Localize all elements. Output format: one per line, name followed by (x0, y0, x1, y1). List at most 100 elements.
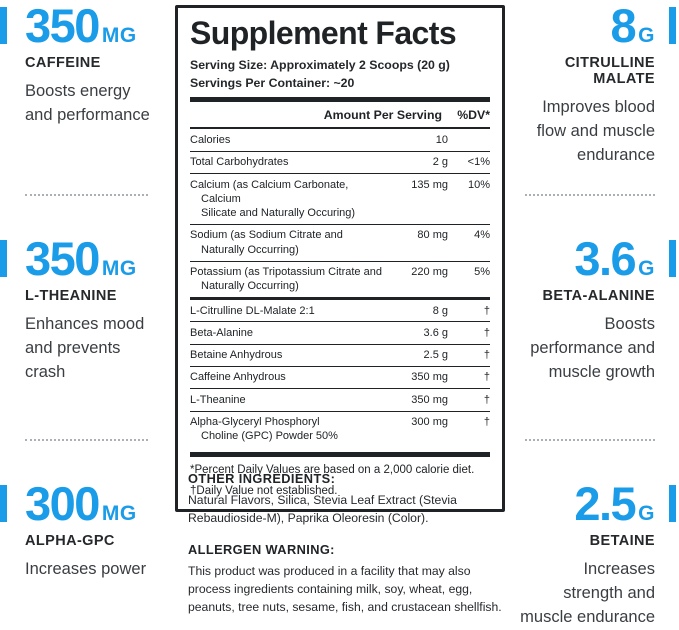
stat-value-row: 8 G (505, 2, 676, 49)
stat-unit: MG (101, 24, 137, 47)
nutrient-amount: 2 g (432, 156, 448, 169)
supplement-row: L-Citrulline DL-Malate 2:1 8 g † (190, 300, 490, 323)
dagger-footnote: †Daily Value not established. (190, 485, 338, 498)
stat-block: 2.5 G BETAINE Increases strength and mus… (505, 439, 679, 626)
stat-description: Improves blood flow and muscle endurance (536, 98, 655, 164)
stat-value-row: 350 MG (0, 0, 175, 52)
nutrient-dv: <1% (467, 156, 490, 169)
accent-bar (669, 485, 676, 522)
other-ingredients-block: OTHER INGREDIENTS: Natural Flavors, Sili… (188, 471, 522, 527)
servings-per-container: Servings Per Container: ~20 (190, 75, 355, 90)
nutrient-dv: † (483, 416, 490, 429)
nutrient-name: Calcium (as Calcium Carbonate, Calcium S… (190, 178, 356, 220)
left-stat-column: 350 MG CAFFEINE Boosts energy and perfor… (0, 0, 175, 610)
supplement-row: Calcium (as Calcium Carbonate, Calcium S… (190, 174, 490, 225)
other-ingredients-text: Natural Flavors, Silica, Stevia Leaf Ext… (188, 493, 457, 525)
nutrient-dv: † (483, 304, 490, 317)
accent-bar (669, 7, 676, 44)
dotted-divider (525, 194, 655, 196)
nutrient-amount: 2.5 g (423, 349, 448, 362)
supplement-row: Beta-Alanine 3.6 g † (190, 322, 490, 345)
nutrient-amount: 80 mg (417, 229, 448, 242)
allergen-warning-block: ALLERGEN WARNING: This product was produ… (188, 542, 522, 616)
supplement-row: Caffeine Anhydrous 350 mg † (190, 367, 490, 390)
nutrient-name: Total Carbohydrates (190, 156, 289, 169)
stat-description: Increases strength and muscle endurance (520, 560, 655, 626)
accent-bar (0, 7, 7, 44)
accent-bar (0, 485, 7, 522)
stat-description: Increases power (25, 560, 147, 578)
facts-table-header: Amount Per Serving %DV* (190, 102, 490, 127)
dv-header: %DV* (457, 107, 490, 122)
supplement-facts-panel: Supplement Facts Serving Size: Approxima… (175, 5, 505, 512)
allergen-warning-heading: ALLERGEN WARNING: (188, 542, 335, 558)
amount-per-serving-header: Amount Per Serving (323, 107, 442, 122)
supplement-row: Betaine Anhydrous 2.5 g † (190, 345, 490, 367)
nutrient-name: Betaine Anhydrous (190, 349, 283, 362)
thick-rule (190, 97, 490, 102)
stat-value-row: 3.6 G (505, 232, 676, 285)
stat-ingredient-name: BETA-ALANINE (542, 288, 655, 304)
dotted-divider (25, 194, 148, 196)
stat-description: Boosts energy and performance (25, 82, 150, 124)
nutrient-dv: 5% (474, 266, 490, 278)
stat-value: 350 (25, 0, 100, 52)
nutrient-amount: 10 (435, 133, 448, 146)
other-ingredients-heading: OTHER INGREDIENTS: (188, 471, 336, 486)
supplement-row: Total Carbohydrates 2 g <1% (190, 152, 490, 175)
nutrient-amount: 135 mg (411, 178, 448, 191)
stat-value: 3.6 (574, 232, 636, 285)
stat-ingredient-name: L-THEANINE (25, 288, 117, 304)
nutrient-amount: 300 mg (411, 416, 448, 429)
right-stat-column: 8 G CITRULLINE MALATE Improves blood flo… (505, 0, 679, 626)
nutrient-amount: 3.6 g (423, 326, 448, 339)
facts-table: Calories 10 Total Carbohydrates 2 g <1% … (190, 129, 490, 447)
nutrient-name: L-Theanine (190, 393, 246, 406)
stat-block: 350 MG CAFFEINE Boosts energy and perfor… (0, 0, 175, 194)
nutrient-dv: † (483, 349, 490, 362)
nutrient-amount: 350 mg (411, 371, 448, 384)
bottom-info: OTHER INGREDIENTS: Natural Flavors, Sili… (188, 471, 522, 616)
dotted-divider (25, 439, 148, 441)
stat-value: 350 (25, 232, 100, 285)
facts-title: Supplement Facts (190, 15, 457, 51)
nutrient-amount: 8 g (432, 304, 448, 317)
nutrient-name: Beta-Alanine (190, 326, 253, 339)
stat-block: 8 G CITRULLINE MALATE Improves blood flo… (505, 0, 679, 194)
stat-block: 300 MG ALPHA-GPC Increases power (0, 439, 175, 610)
stat-ingredient-name: ALPHA-GPC (25, 533, 115, 549)
stat-ingredient-name: CAFFEINE (25, 55, 101, 71)
nutrient-dv: † (483, 326, 490, 339)
stat-unit: MG (101, 502, 137, 525)
supplement-row: L-Theanine 350 mg † (190, 389, 490, 412)
nutrient-dv: 10% (467, 178, 490, 191)
nutrient-dv: † (483, 371, 490, 384)
dotted-divider (525, 439, 655, 441)
stat-unit: G (638, 24, 655, 47)
nutrient-name: L-Citrulline DL-Malate 2:1 (190, 304, 315, 317)
supplement-row: Potassium (as Tripotassium Citrate and N… (190, 262, 490, 301)
nutrient-name: Alpha-Glyceryl Phosphoryl Choline (GPC) … (190, 416, 338, 443)
nutrient-amount: 350 mg (411, 393, 448, 406)
stat-unit: G (638, 502, 655, 525)
accent-bar (669, 240, 676, 277)
nutrient-dv: † (483, 393, 490, 406)
stat-ingredient-name: BETAINE (589, 533, 655, 549)
accent-bar (0, 240, 7, 277)
stat-description: Enhances mood and prevents crash (25, 315, 145, 381)
supplement-row: Calories 10 (190, 129, 490, 152)
stat-unit: MG (101, 257, 137, 280)
serving-size: Serving Size: Approximately 2 Scoops (20… (190, 57, 450, 72)
dv-footnote: *Percent Daily Values are based on a 2,0… (190, 463, 475, 476)
stat-ingredient-name: CITRULLINE MALATE (564, 55, 655, 87)
nutrient-dv: 4% (474, 229, 490, 242)
stat-block: 350 MG L-THEANINE Enhances mood and prev… (0, 194, 175, 439)
stat-value-row: 2.5 G (505, 480, 676, 527)
nutrient-amount: 220 mg (411, 266, 448, 278)
stat-value-row: 350 MG (0, 232, 175, 285)
supplement-row: Alpha-Glyceryl Phosphoryl Choline (GPC) … (190, 412, 490, 448)
stat-description: Boosts performance and muscle growth (530, 315, 655, 381)
stat-value: 300 (25, 477, 100, 530)
stat-block: 3.6 G BETA-ALANINE Boosts performance an… (505, 194, 679, 439)
